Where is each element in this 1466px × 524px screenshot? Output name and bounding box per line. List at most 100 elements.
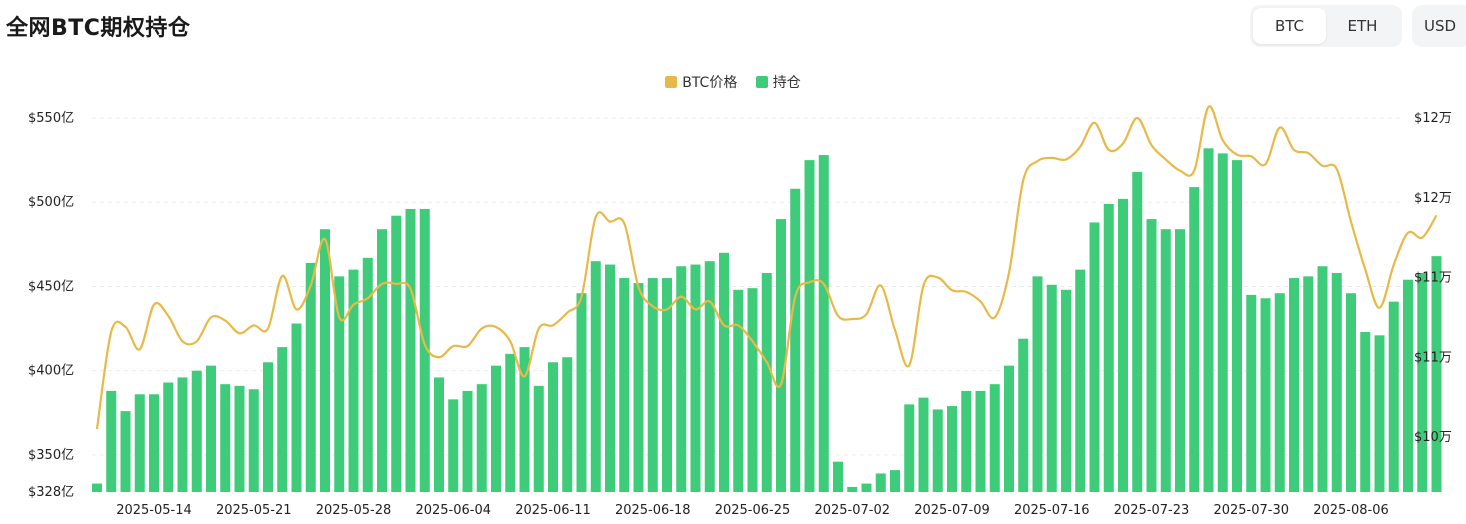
- oi-bar: [533, 385, 544, 492]
- oi-bar: [761, 272, 772, 492]
- x-tick-label: 2025-05-14: [116, 503, 192, 518]
- oi-bar: [1346, 293, 1356, 492]
- oi-bar: [932, 409, 943, 492]
- oi-bar: [1260, 298, 1271, 492]
- x-tick-label: 2025-08-06: [1313, 503, 1389, 518]
- x-tick-label: 2025-06-04: [415, 503, 491, 518]
- left-tick-label: $350亿: [28, 448, 74, 463]
- oi-bar: [206, 365, 216, 492]
- oi-bar: [690, 264, 701, 492]
- oi-bar: [904, 404, 915, 492]
- oi-bar: [989, 384, 1000, 492]
- oi-bar: [348, 269, 359, 492]
- right-tick-label: $11万: [1414, 271, 1452, 286]
- oi-bar: [362, 257, 373, 492]
- left-tick-label: $450亿: [28, 279, 74, 294]
- right-tick-label: $11万: [1414, 350, 1452, 365]
- oi-bar: [320, 229, 330, 492]
- oi-bar: [1317, 266, 1328, 492]
- price-line-path: [95, 105, 1438, 430]
- oi-bar: [505, 353, 516, 492]
- oi-bar: [619, 278, 630, 492]
- oi-bar: [177, 377, 188, 492]
- legend-label-price: BTC价格: [682, 75, 738, 91]
- oi-bar: [1046, 284, 1057, 492]
- currency-select[interactable]: USD: [1412, 5, 1466, 47]
- oi-bar: [548, 362, 558, 492]
- oi-bar: [434, 377, 444, 492]
- oi-bar: [804, 160, 815, 492]
- oi-bar: [1289, 278, 1299, 492]
- x-tick-label: 2025-07-09: [914, 503, 990, 518]
- legend-item-price[interactable]: BTC价格: [665, 72, 737, 92]
- oi-bar: [234, 385, 245, 492]
- oi-bar: [1431, 256, 1442, 492]
- x-tick-label: 2025-07-30: [1213, 503, 1289, 518]
- oi-bar: [1103, 203, 1114, 492]
- oi-bar: [248, 389, 259, 492]
- x-tick-label: 2025-05-28: [316, 503, 392, 518]
- oi-bar: [776, 219, 786, 492]
- eth-toggle-button[interactable]: ETH: [1347, 17, 1378, 35]
- oi-bar: [733, 289, 744, 492]
- oi-bars: [92, 148, 1442, 493]
- right-tick-label: $12万: [1414, 111, 1452, 126]
- left-tick-label: $500亿: [28, 195, 74, 210]
- btc-toggle-button[interactable]: BTC: [1253, 8, 1326, 44]
- oi-bar: [833, 461, 843, 492]
- legend-item-oi[interactable]: 持仓: [755, 72, 801, 92]
- price-line: [95, 105, 1438, 430]
- asset-toggle: BTC ETH: [1250, 5, 1402, 47]
- oi-bar: [519, 347, 530, 492]
- oi-bar: [1118, 198, 1128, 492]
- oi-bar: [163, 382, 174, 492]
- oi-bar: [605, 264, 615, 492]
- oi-bar: [676, 266, 687, 492]
- oi-bar: [391, 215, 402, 492]
- oi-bar: [647, 278, 658, 492]
- oi-bar: [1331, 272, 1342, 492]
- oi-bar: [1146, 219, 1157, 492]
- oi-bar: [890, 470, 900, 492]
- oi-bar: [1160, 229, 1171, 492]
- x-tick-label: 2025-06-11: [515, 503, 591, 518]
- oi-bar: [1061, 289, 1071, 492]
- oi-bar: [1232, 160, 1242, 492]
- oi-bar: [1189, 187, 1200, 492]
- oi-bar: [1246, 294, 1257, 492]
- oi-bar: [1018, 338, 1029, 492]
- oi-bar: [861, 483, 872, 492]
- oi-bar: [120, 411, 131, 492]
- oi-bar: [918, 397, 929, 492]
- oi-bar: [1360, 331, 1371, 492]
- oi-bar: [476, 384, 487, 492]
- oi-bar: [847, 486, 858, 492]
- oi-bar: [1403, 279, 1413, 492]
- oi-bar: [92, 483, 102, 492]
- oi-bar: [590, 261, 601, 492]
- oi-bar: [377, 229, 387, 492]
- oi-bar: [747, 288, 758, 492]
- oi-bar: [1374, 335, 1385, 492]
- oi-bar: [1217, 153, 1228, 493]
- oi-bar: [419, 208, 430, 493]
- oi-bar: [961, 390, 972, 492]
- oi-bar: [291, 323, 302, 492]
- oi-bar: [1388, 301, 1399, 492]
- oi-bar: [405, 208, 416, 493]
- oi-bar: [1274, 293, 1285, 492]
- legend-swatch-price: [665, 76, 678, 88]
- right-tick-label: $10万: [1414, 430, 1452, 445]
- x-tick-label: 2025-05-21: [216, 503, 292, 518]
- oi-bar: [448, 399, 459, 492]
- oi-bar: [305, 262, 316, 492]
- left-tick-label: $328亿: [28, 485, 74, 500]
- oi-bar: [662, 278, 672, 492]
- x-tick-label: 2025-07-02: [814, 503, 890, 518]
- oi-bar: [1089, 222, 1100, 493]
- oi-bar: [818, 155, 829, 493]
- x-axis-labels: 2025-05-14 2025-05-21 2025-05-28 2025-06-04…: [116, 503, 1389, 518]
- oi-bar: [1203, 148, 1214, 492]
- oi-bar: [149, 394, 159, 492]
